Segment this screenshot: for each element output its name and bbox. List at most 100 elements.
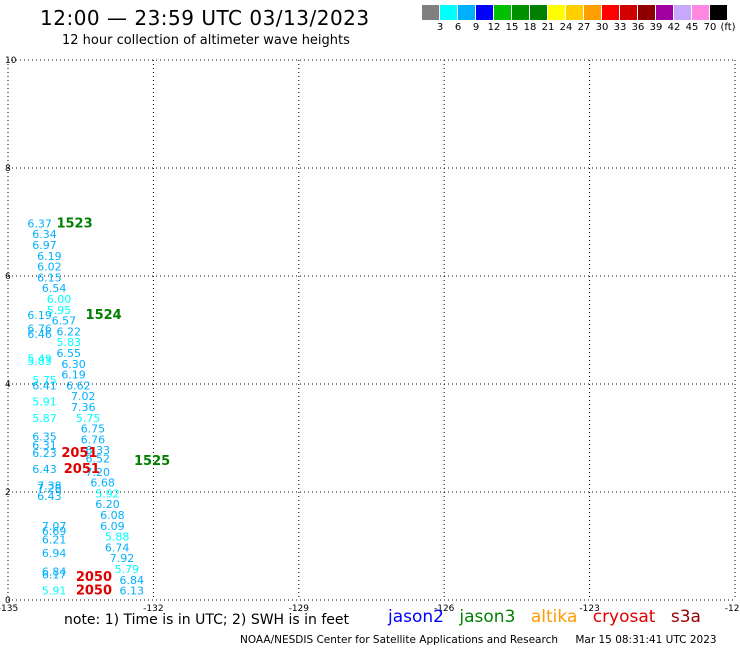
pass-time-label: 1523	[56, 216, 92, 231]
y-tick-label: 0	[5, 596, 11, 606]
wave-height-label: 6.76	[81, 433, 106, 446]
legend-swatch	[422, 5, 439, 20]
legend-label: 15	[505, 22, 519, 33]
wave-height-label: 6.76	[27, 323, 51, 336]
wave-height-label: 6.30	[61, 358, 86, 371]
wave-height-label: 6.21	[42, 533, 67, 546]
legend-label: 24	[559, 22, 573, 33]
legend-label: 45	[685, 22, 699, 33]
pass-time-label: 2051	[61, 446, 97, 461]
legend-label: 70	[703, 22, 717, 33]
wave-height-label: 5.49	[27, 352, 51, 365]
legend-swatch	[548, 5, 565, 20]
legend-swatch	[692, 5, 709, 20]
legend-swatch	[530, 5, 547, 20]
x-tick-label: -135	[0, 604, 18, 614]
legend-label: 21	[541, 22, 555, 33]
chart-subtitle: 12 hour collection of altimeter wave hei…	[62, 33, 350, 48]
wave-height-label: 6.52	[86, 452, 111, 465]
chart-title: 12:00 — 23:59 UTC 03/13/2023	[40, 6, 370, 30]
pass-time-label: 1525	[134, 454, 170, 469]
wave-height-label: 5.83	[56, 336, 81, 349]
wave-height-label: 7.28	[37, 482, 62, 495]
wave-height-label: 7.02	[71, 390, 96, 403]
footer-credit: NOAA/NESDIS Center for Satellite Applica…	[240, 634, 558, 646]
wave-height-label: 6.33	[86, 444, 111, 457]
wave-height-label: 6.69	[42, 525, 67, 538]
units-note: note: 1) Time is in UTC; 2) SWH is in fe…	[64, 612, 350, 628]
legend-swatch	[566, 5, 583, 20]
wave-height-label: 6.34	[32, 228, 57, 241]
wave-height-label: 6.41	[32, 379, 57, 392]
y-tick-label: 6	[5, 272, 11, 282]
legend-label: 36	[631, 22, 645, 33]
wave-height-label: 6.31	[32, 439, 57, 452]
wave-height-label: 6.00	[47, 293, 71, 306]
wave-height-label: 6.54	[42, 282, 67, 295]
footer: NOAA/NESDIS Center for Satellite Applica…	[240, 634, 717, 646]
y-tick-label: 8	[5, 164, 11, 174]
satellite-legend: jason2 jason3 altika cryosat s3a	[388, 607, 711, 627]
y-tick-label: 4	[5, 380, 11, 390]
wave-height-label: 6.02	[37, 261, 62, 274]
legend-swatch	[584, 5, 601, 20]
wave-height-label: 6.84	[119, 574, 143, 587]
legend-label: 39	[649, 22, 663, 33]
satellite-s3a-label: s3a	[670, 607, 701, 627]
legend-label: 18	[523, 22, 537, 33]
wave-height-label: 5.91	[42, 585, 67, 598]
wave-height-label: 5.75	[32, 374, 57, 387]
x-tick-label: -132	[143, 604, 163, 614]
pass-time-label: 2051	[64, 462, 100, 477]
legend-swatch	[440, 5, 457, 20]
wave-height-label: 6.19	[37, 250, 62, 263]
color-scale-legend: 3 6 9 12 15 18 21 24 27 30 33 36 39 42 45 70 (ft)	[422, 5, 736, 35]
legend-label: 6	[454, 22, 462, 33]
wave-height-label: 6.35	[32, 431, 57, 444]
wave-height-label: 6.74	[105, 541, 130, 554]
wave-height-label: 6.57	[52, 315, 76, 328]
legend-swatch	[620, 5, 637, 20]
wave-height-label: 6.43	[37, 490, 62, 503]
wave-height-label: 6.84	[42, 566, 67, 579]
satellite-jason2-label: jason2	[388, 607, 444, 627]
wave-height-label: 5.92	[95, 487, 120, 500]
legend-swatch	[674, 5, 691, 20]
wave-height-label: 7.38	[37, 479, 62, 492]
x-tick-label: -123	[579, 604, 599, 614]
wave-height-label: 7.20	[86, 466, 111, 479]
wave-height-label: 6.23	[32, 447, 57, 460]
satellite-altika-label: altika	[530, 607, 578, 627]
legend-swatch	[458, 5, 475, 20]
y-tick-label: 2	[5, 488, 11, 498]
legend-label: 9	[472, 22, 480, 33]
legend-label: 42	[667, 22, 681, 33]
wave-height-label: 6.13	[119, 585, 143, 598]
legend-swatch	[602, 5, 619, 20]
satellite-jason3-label: jason3	[459, 607, 516, 627]
legend-label: 30	[595, 22, 609, 33]
footer-timestamp: Mar 15 08:31:41 UTC 2023	[575, 634, 717, 646]
legend-swatch	[494, 5, 511, 20]
wave-height-label: 6.08	[100, 509, 125, 522]
wave-height-label: 5.95	[47, 304, 71, 317]
legend-label: 33	[613, 22, 627, 33]
legend-label: 3	[436, 22, 444, 33]
wave-height-label: 5.79	[115, 563, 140, 576]
wave-height-label: 5.91	[32, 396, 57, 409]
wave-height-label: 6.17	[42, 568, 67, 581]
x-tick-label: -129	[289, 604, 310, 614]
legend-label: 12	[487, 22, 501, 33]
legend-swatch	[476, 5, 493, 20]
wave-height-label: 7.92	[110, 552, 135, 565]
wave-height-label: 6.19	[61, 369, 86, 382]
wave-height-label: 7.36	[71, 401, 96, 414]
wave-height-label: 6.46	[27, 328, 51, 341]
legend-swatch	[638, 5, 655, 20]
wave-height-label: 6.43	[32, 463, 57, 476]
wave-height-label: 7.07	[42, 520, 67, 533]
wave-height-label: 6.37	[27, 217, 51, 230]
wave-height-label: 6.97	[32, 239, 57, 252]
wave-height-label: 6.19	[27, 309, 51, 322]
